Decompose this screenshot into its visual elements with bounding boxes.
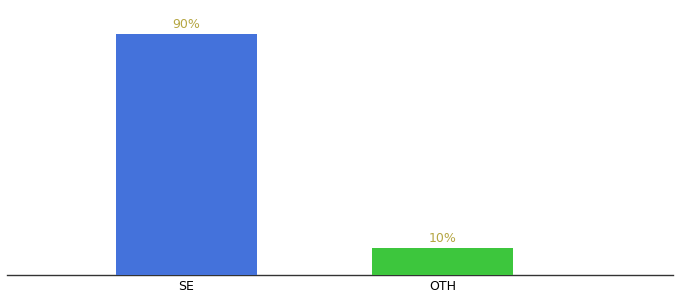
- Bar: [116, 34, 257, 274]
- Text: 90%: 90%: [172, 18, 200, 31]
- Text: 10%: 10%: [428, 232, 456, 245]
- Bar: [372, 248, 513, 274]
